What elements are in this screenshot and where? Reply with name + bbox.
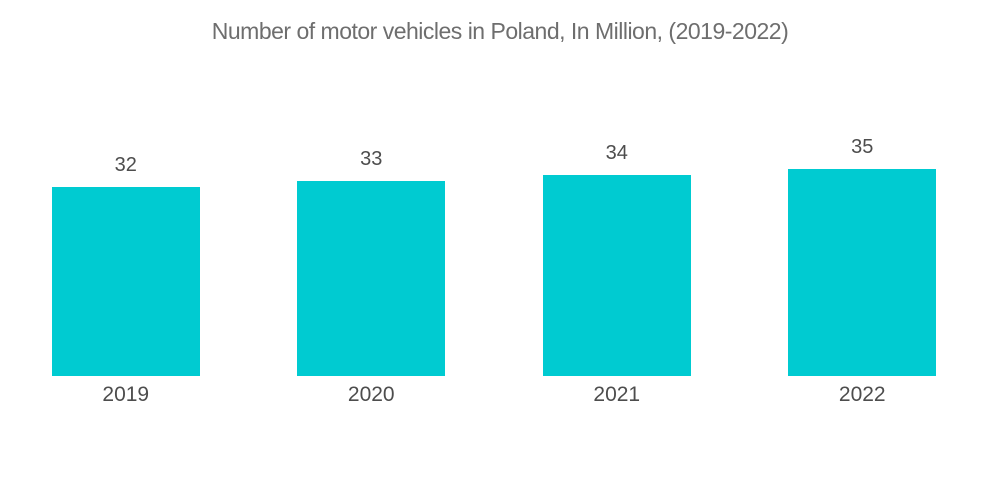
bar-chart: 32 2019 33 2020 34 2021 35 2022 bbox=[3, 0, 985, 504]
bar-stack: 35 bbox=[740, 136, 986, 376]
bar bbox=[542, 175, 691, 376]
bar-stack: 32 bbox=[3, 154, 249, 376]
chart-title: Number of motor vehicles in Poland, In M… bbox=[211, 18, 789, 44]
bar-stack: 33 bbox=[249, 148, 495, 376]
bar-value-label: 35 bbox=[851, 136, 874, 158]
bar-value-label: 34 bbox=[605, 142, 628, 164]
bar bbox=[297, 181, 446, 376]
chart-column: 32 2019 bbox=[3, 0, 249, 504]
x-axis-label: 2019 bbox=[102, 383, 150, 406]
x-axis-label: 2022 bbox=[838, 383, 886, 406]
x-axis-label: 2020 bbox=[347, 383, 395, 406]
bar-value-label: 33 bbox=[360, 148, 383, 170]
chart-column: 33 2020 bbox=[249, 0, 495, 504]
bar-value-label: 32 bbox=[114, 154, 137, 176]
bar bbox=[51, 187, 200, 376]
chart-column: 35 2022 bbox=[740, 0, 986, 504]
x-axis-label: 2021 bbox=[593, 383, 641, 406]
bar bbox=[788, 169, 937, 376]
chart-column: 34 2021 bbox=[494, 0, 740, 504]
bar-stack: 34 bbox=[494, 142, 740, 376]
